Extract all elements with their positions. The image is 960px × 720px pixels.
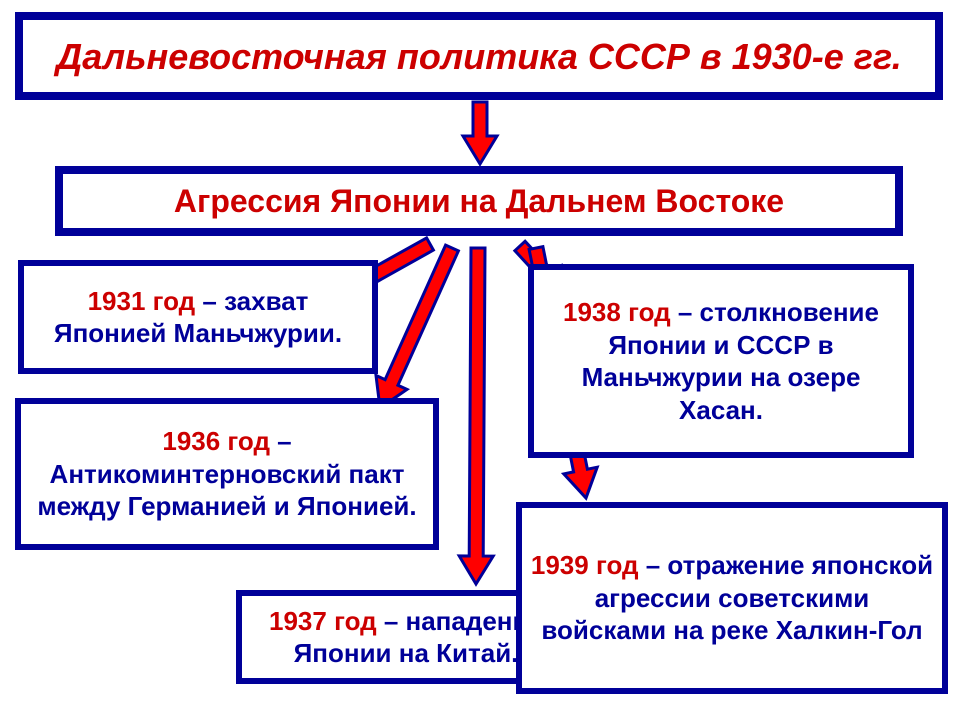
event-year: 1938 год <box>563 297 671 327</box>
event-1936-box: 1936 год – Антикоминтерновский пакт межд… <box>15 398 439 550</box>
heading-box: Агрессия Японии на Дальнем Востоке <box>55 166 903 236</box>
title-box: Дальневосточная политика СССР в 1930-е г… <box>15 12 943 100</box>
event-1936-text: 1936 год – Антикоминтерновский пакт межд… <box>29 425 425 523</box>
title-text: Дальневосточная политика СССР в 1930-е г… <box>56 34 901 79</box>
event-year: 1931 год <box>88 286 196 316</box>
event-1931-box: 1931 год – захват Японией Маньчжурии. <box>18 260 378 374</box>
event-1931-text: 1931 год – захват Японией Маньчжурии. <box>32 285 364 350</box>
event-1939-box: 1939 год – отражение японской агрессии с… <box>516 502 948 694</box>
event-1939-text: 1939 год – отражение японской агрессии с… <box>530 549 934 647</box>
event-year: 1939 год <box>531 550 639 580</box>
event-1938-text: 1938 год – столкновение Японии и СССР в … <box>542 296 900 426</box>
event-year: 1936 год <box>162 426 270 456</box>
heading-text: Агрессия Японии на Дальнем Востоке <box>174 181 784 221</box>
event-year: 1937 год <box>269 606 377 636</box>
event-1938-box: 1938 год – столкновение Японии и СССР в … <box>528 264 914 458</box>
